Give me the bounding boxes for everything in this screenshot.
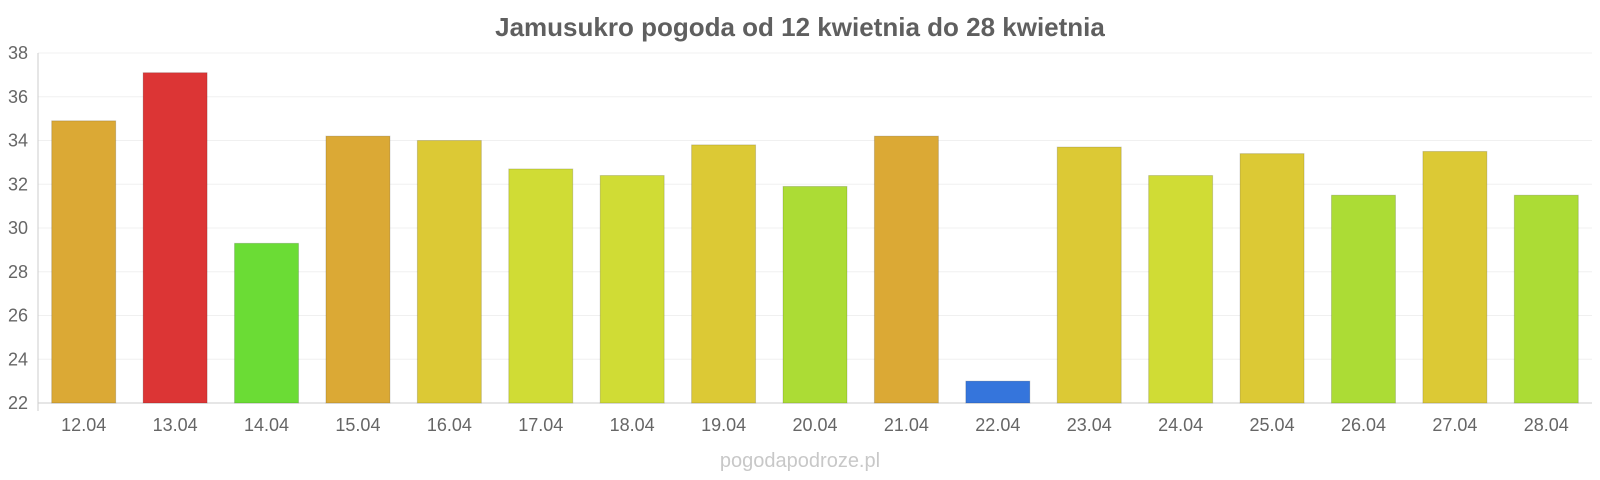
y-tick-label: 36 bbox=[8, 87, 28, 107]
x-tick-label: 12.04 bbox=[61, 415, 106, 435]
bar-24.04 bbox=[1148, 175, 1214, 404]
x-tick-label: 15.04 bbox=[335, 415, 380, 435]
bar-13.04 bbox=[142, 72, 208, 404]
x-tick-label: 17.04 bbox=[518, 415, 563, 435]
x-tick-label: 20.04 bbox=[792, 415, 837, 435]
bar-19.04 bbox=[691, 144, 757, 404]
y-tick-label: 26 bbox=[8, 306, 28, 326]
x-tick-label: 24.04 bbox=[1158, 415, 1203, 435]
bar-22.04 bbox=[965, 380, 1031, 404]
bar-25.04 bbox=[1239, 153, 1305, 404]
x-tick-label: 19.04 bbox=[701, 415, 746, 435]
bar-18.04 bbox=[599, 175, 665, 404]
x-tick-label: 22.04 bbox=[975, 415, 1020, 435]
bar-15.04 bbox=[325, 135, 391, 404]
bar-12.04 bbox=[51, 120, 117, 404]
bar-26.04 bbox=[1330, 194, 1396, 404]
y-tick-label: 32 bbox=[8, 174, 28, 194]
x-tick-label: 27.04 bbox=[1432, 415, 1477, 435]
chart-title: Jamusukro pogoda od 12 kwietnia do 28 kw… bbox=[495, 12, 1105, 42]
y-tick-label: 24 bbox=[8, 349, 28, 369]
bar-20.04 bbox=[782, 185, 848, 404]
x-tick-labels: 12.04 13.04 14.04 15.04 16.04 17.04 18.04 19.04… bbox=[61, 415, 1569, 435]
bar-21.04 bbox=[873, 135, 939, 404]
bar-17.04 bbox=[508, 168, 574, 404]
bar-27.04 bbox=[1422, 150, 1488, 404]
x-tick-label: 16.04 bbox=[427, 415, 472, 435]
bar-28.04 bbox=[1513, 194, 1579, 404]
x-tick-label: 23.04 bbox=[1067, 415, 1112, 435]
y-tick-labels: 22 24 26 28 30 32 34 36 38 bbox=[8, 43, 28, 413]
y-tick-label: 28 bbox=[8, 262, 28, 282]
x-tick-label: 18.04 bbox=[610, 415, 655, 435]
x-tick-label: 13.04 bbox=[153, 415, 198, 435]
y-tick-label: 30 bbox=[8, 218, 28, 238]
bar-23.04 bbox=[1056, 146, 1122, 404]
bar-16.04 bbox=[416, 140, 482, 404]
y-tick-label: 22 bbox=[8, 393, 28, 413]
watermark: pogodapodroze.pl bbox=[719, 450, 881, 472]
x-tick-label: 28.04 bbox=[1524, 415, 1569, 435]
y-tick-label: 34 bbox=[8, 131, 28, 151]
x-tick-label: 14.04 bbox=[244, 415, 289, 435]
bars bbox=[51, 72, 1579, 404]
x-tick-label: 21.04 bbox=[884, 415, 929, 435]
x-tick-label: 26.04 bbox=[1341, 415, 1386, 435]
bar-14.04 bbox=[234, 242, 300, 404]
x-tick-label: 25.04 bbox=[1250, 415, 1295, 435]
y-tick-label: 38 bbox=[8, 43, 28, 63]
